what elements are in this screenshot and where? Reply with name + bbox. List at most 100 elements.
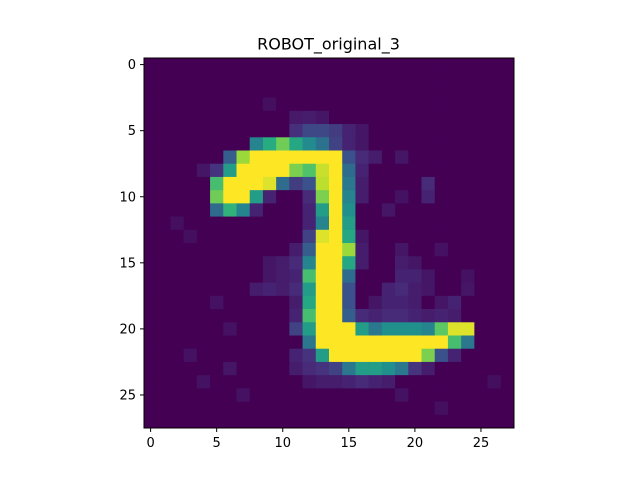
heatmap-cell bbox=[368, 58, 383, 72]
heatmap-cell bbox=[421, 361, 436, 376]
heatmap-cell bbox=[434, 335, 449, 350]
heatmap-cell bbox=[196, 71, 211, 85]
heatmap-cell bbox=[302, 176, 317, 191]
heatmap-cell bbox=[355, 97, 370, 112]
heatmap-cells bbox=[144, 58, 515, 429]
heatmap-cell bbox=[368, 348, 383, 363]
heatmap-cell bbox=[157, 229, 171, 244]
heatmap-cell bbox=[368, 256, 383, 270]
heatmap-cell bbox=[170, 322, 185, 336]
heatmap-cell bbox=[210, 229, 224, 244]
heatmap-cell bbox=[157, 295, 171, 310]
heatmap-cell bbox=[395, 401, 409, 416]
heatmap-cell bbox=[408, 388, 422, 402]
x-tick-label: 0 bbox=[146, 436, 154, 451]
heatmap-cell bbox=[210, 335, 224, 350]
heatmap-cell bbox=[381, 97, 396, 112]
heatmap-cell bbox=[461, 190, 475, 204]
heatmap-cell bbox=[289, 256, 303, 270]
heatmap-cell bbox=[368, 97, 383, 112]
heatmap-cell bbox=[183, 295, 198, 310]
heatmap-cell bbox=[196, 97, 211, 112]
heatmap-cell bbox=[196, 388, 211, 402]
heatmap-cell bbox=[236, 375, 251, 389]
heatmap-cell bbox=[329, 110, 343, 125]
heatmap-cell bbox=[408, 190, 422, 204]
heatmap-cell bbox=[183, 58, 198, 72]
heatmap-cell bbox=[329, 309, 343, 323]
heatmap-cell bbox=[170, 401, 185, 416]
heatmap-cell bbox=[249, 388, 264, 402]
heatmap-cell bbox=[249, 203, 264, 217]
heatmap-cell bbox=[223, 176, 237, 191]
heatmap-cell bbox=[434, 203, 449, 217]
heatmap-cell bbox=[210, 282, 224, 297]
heatmap-cell bbox=[434, 361, 449, 376]
heatmap-cell bbox=[157, 150, 171, 165]
heatmap-cell bbox=[276, 203, 290, 217]
heatmap-cell bbox=[157, 401, 171, 416]
heatmap-cell bbox=[262, 124, 277, 138]
heatmap-cell bbox=[315, 190, 330, 204]
heatmap-cell bbox=[183, 176, 198, 191]
y-tick-label: 25 bbox=[119, 388, 136, 403]
heatmap-cell bbox=[196, 163, 211, 178]
heatmap-cell bbox=[474, 190, 488, 204]
heatmap-cell bbox=[329, 243, 343, 257]
heatmap-cell bbox=[210, 163, 224, 178]
heatmap-cell bbox=[474, 216, 488, 231]
heatmap-cell bbox=[342, 348, 356, 363]
heatmap-cell bbox=[500, 335, 515, 350]
heatmap-cell bbox=[302, 137, 317, 151]
heatmap-cell bbox=[434, 163, 449, 178]
heatmap-cell bbox=[170, 282, 185, 297]
heatmap-cell bbox=[342, 216, 356, 231]
heatmap-cell bbox=[355, 269, 370, 284]
heatmap-cell bbox=[249, 229, 264, 244]
heatmap-cell bbox=[395, 282, 409, 297]
heatmap-cell bbox=[461, 176, 475, 191]
heatmap-cell bbox=[355, 282, 370, 297]
heatmap-cell bbox=[487, 137, 502, 151]
heatmap-cell bbox=[474, 361, 488, 376]
heatmap-cell bbox=[421, 348, 436, 363]
heatmap-cell bbox=[395, 137, 409, 151]
heatmap-cell bbox=[315, 229, 330, 244]
heatmap-cell bbox=[236, 414, 251, 429]
heatmap-cell bbox=[434, 190, 449, 204]
heatmap-cell bbox=[342, 322, 356, 336]
heatmap-cell bbox=[223, 124, 237, 138]
heatmap-cell bbox=[329, 190, 343, 204]
heatmap-cell bbox=[408, 150, 422, 165]
heatmap-cell bbox=[289, 163, 303, 178]
heatmap-cell bbox=[329, 256, 343, 270]
heatmap-cell bbox=[276, 282, 290, 297]
heatmap-cell bbox=[342, 335, 356, 350]
heatmap-cell bbox=[170, 243, 185, 257]
heatmap-cell bbox=[434, 401, 449, 416]
heatmap-cell bbox=[434, 295, 449, 310]
heatmap-cell bbox=[500, 348, 515, 363]
heatmap-cell bbox=[183, 269, 198, 284]
heatmap-cell bbox=[223, 295, 237, 310]
heatmap-cell bbox=[355, 401, 370, 416]
heatmap-cell bbox=[289, 124, 303, 138]
heatmap-cell bbox=[144, 137, 158, 151]
heatmap-cell bbox=[276, 414, 290, 429]
heatmap-cell bbox=[196, 322, 211, 336]
heatmap-cell bbox=[381, 176, 396, 191]
heatmap-cell bbox=[355, 375, 370, 389]
heatmap-cell bbox=[157, 309, 171, 323]
heatmap-cell bbox=[183, 256, 198, 270]
heatmap-cell bbox=[447, 256, 462, 270]
heatmap-cell bbox=[302, 58, 317, 72]
heatmap-cell bbox=[421, 137, 436, 151]
heatmap-cell bbox=[170, 203, 185, 217]
heatmap-cell bbox=[500, 203, 515, 217]
heatmap-cell bbox=[355, 84, 370, 99]
heatmap-cell bbox=[223, 97, 237, 112]
heatmap-cell bbox=[487, 375, 502, 389]
heatmap-cell bbox=[302, 322, 317, 336]
heatmap-cell bbox=[447, 401, 462, 416]
